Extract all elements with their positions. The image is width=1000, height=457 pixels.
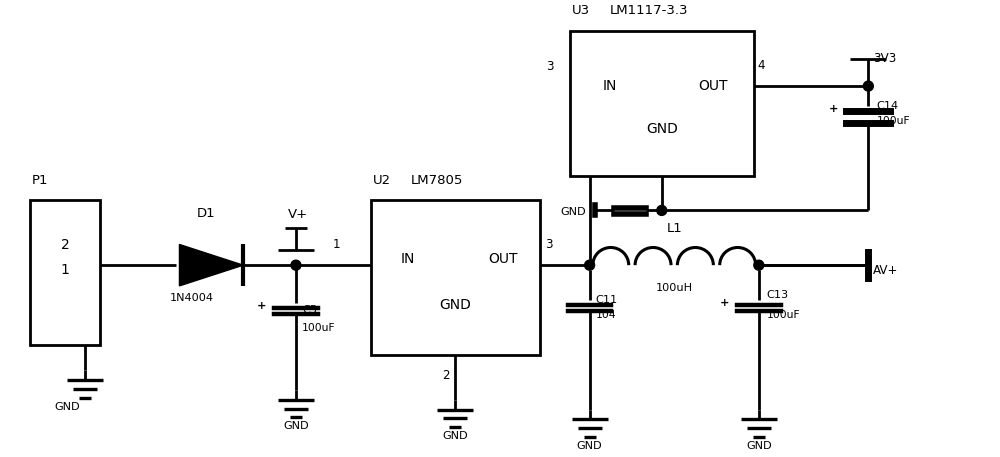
Text: D1: D1 [196,207,215,220]
Text: GND: GND [442,431,468,441]
Text: 104: 104 [596,310,616,320]
Text: +: + [257,301,266,311]
Bar [30,201,100,345]
Text: L1: L1 [666,222,682,235]
Text: C14: C14 [876,101,898,111]
Text: 100uH: 100uH [656,283,693,293]
Text: 3V3: 3V3 [873,52,897,65]
Text: U3: U3 [572,4,590,17]
Text: GND: GND [54,402,80,412]
Circle shape [657,206,667,215]
Text: 1N4004: 1N4004 [169,293,213,303]
Text: 4: 4 [758,59,765,72]
Text: 1: 1 [61,263,69,277]
Text: 100uF: 100uF [302,323,336,333]
Text: P1: P1 [32,174,49,186]
Text: V+: V+ [288,208,308,221]
Text: 100uF: 100uF [767,310,800,320]
Text: OUT: OUT [488,252,517,266]
Text: GND: GND [646,122,678,136]
Text: C11: C11 [596,295,618,305]
Text: U2: U2 [373,174,391,186]
Text: 3: 3 [545,238,552,251]
Bar [371,201,540,355]
Text: 1: 1 [333,238,341,251]
Circle shape [585,260,595,270]
Text: 2: 2 [443,369,450,382]
Text: IN: IN [401,252,415,266]
Text: AV+: AV+ [873,264,899,276]
Text: 2: 2 [61,238,69,252]
Text: GND: GND [283,421,309,431]
Text: LM1117-3.3: LM1117-3.3 [610,4,688,17]
Circle shape [291,260,301,270]
Text: C13: C13 [767,290,789,300]
Text: 3: 3 [546,60,554,73]
Text: C5: C5 [302,305,317,315]
Polygon shape [179,244,243,286]
Text: 100uF: 100uF [876,116,910,126]
Text: GND: GND [577,441,602,452]
Text: OUT: OUT [699,79,728,93]
Circle shape [863,81,873,91]
Bar [570,31,754,175]
Text: GND: GND [560,207,586,218]
Text: GND: GND [439,298,471,313]
Circle shape [754,260,764,270]
Text: GND: GND [746,441,772,452]
Text: IN: IN [603,79,617,93]
Text: +: + [719,298,729,308]
Text: +: + [829,104,838,114]
Text: LM7805: LM7805 [410,174,463,186]
